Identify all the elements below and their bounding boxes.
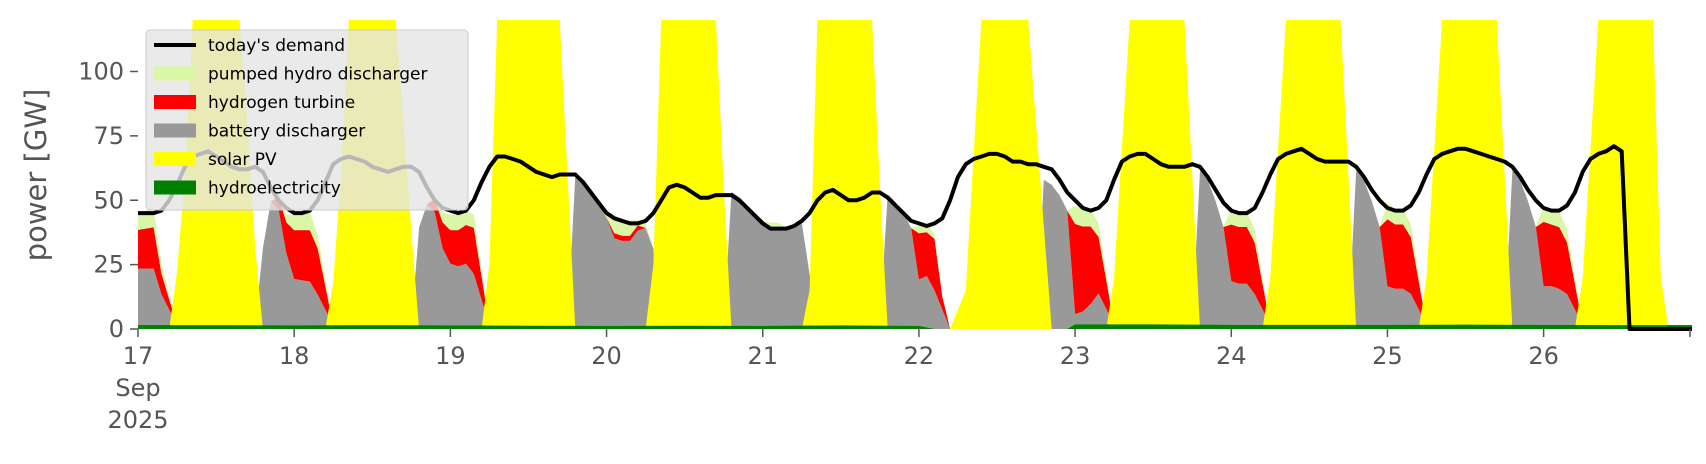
- x-tick-label: 18: [279, 342, 310, 370]
- x-tick-label: 22: [904, 342, 935, 370]
- x-tick-label: 25: [1372, 342, 1403, 370]
- y-tick-label: 0: [109, 315, 124, 343]
- x-tick-label: 21: [747, 342, 778, 370]
- legend-box: [145, 29, 469, 211]
- x-tick-label: Sep: [115, 374, 160, 402]
- x-tick-label: 26: [1528, 342, 1559, 370]
- y-tick-label: 100: [78, 58, 124, 86]
- legend-today-s-demand-label: today's demand: [208, 36, 345, 56]
- x-tick-label: 17: [123, 342, 154, 370]
- legend-solar-pv-swatch: [154, 152, 196, 166]
- legend-battery-discharger-label: battery discharger: [208, 122, 365, 142]
- legend-hydrogen-turbine-label: hydrogen turbine: [208, 93, 355, 113]
- x-tick-label: 19: [435, 342, 466, 370]
- legend-battery-discharger-swatch: [154, 123, 196, 138]
- legend-hydrogen-turbine-swatch: [154, 95, 196, 109]
- x-tick-label: 24: [1216, 342, 1247, 370]
- area-hydrogen-turbine: [138, 170, 1692, 329]
- x-tick-label: 23: [1060, 342, 1091, 370]
- legend-solar-pv-label: solar PV: [208, 150, 277, 170]
- area-hydroelectricity-top: [138, 324, 1692, 329]
- y-axis-label: power [GW]: [19, 89, 53, 262]
- axes: 0 25 50 75 100 17 Sep 2025 18 19 20 21 22 23 24 25 26: [78, 58, 1691, 434]
- plot-area: [138, 20, 1692, 331]
- x-tick-label: 20: [591, 342, 622, 370]
- area-battery-discharger: [138, 170, 1692, 329]
- legend-pumped-hydro-discharger-label: pumped hydro discharger: [208, 65, 427, 85]
- legend-hydroelectricity-swatch: [154, 180, 196, 195]
- legend-hydroelectricity-label: hydroelectricity: [208, 179, 341, 199]
- legend-pumped-hydro-discharger-swatch: [154, 66, 196, 81]
- legend: today's demand pumped hydro discharger hyd…: [145, 29, 469, 211]
- x-tick-label: 2025: [107, 406, 168, 434]
- y-tick-label: 25: [93, 251, 124, 279]
- y-tick-label: 50: [93, 186, 124, 214]
- area-solar-pv: [138, 20, 1692, 329]
- y-tick-label: 75: [93, 122, 124, 150]
